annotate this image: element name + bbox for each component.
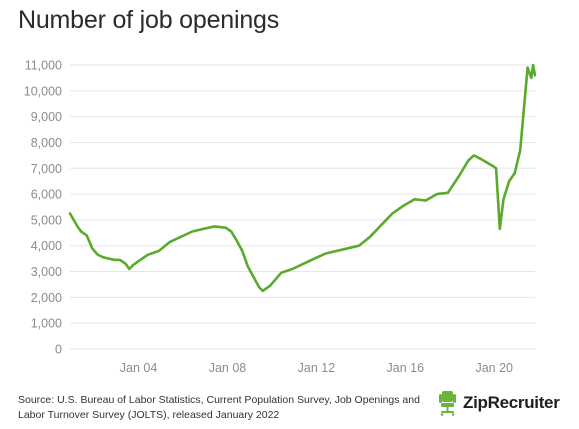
data-point <box>491 164 494 167</box>
y-tick-label: 4,000 <box>31 239 62 253</box>
data-point <box>124 263 127 265</box>
data-point <box>413 198 416 201</box>
data-point <box>132 264 134 266</box>
data-point <box>69 212 71 215</box>
data-point <box>72 219 75 221</box>
x-tick-label: Jan 12 <box>298 361 336 375</box>
x-tick-label: Jan 20 <box>475 361 513 375</box>
y-tick-label: 8,000 <box>31 136 62 150</box>
data-point <box>241 250 244 252</box>
y-axis-tick-labels: 0 1,000 2,000 3,000 4,000 5,000 6,000 7,000 8,00… <box>24 59 62 357</box>
y-tick-label: 7,000 <box>31 162 62 176</box>
chart-title: Number of job openings <box>18 6 280 34</box>
data-point <box>191 230 194 233</box>
x-axis-tick-labels: Jan 04 Jan 08 Jan 12 Jan 16 Jan 20 <box>120 361 513 375</box>
x-tick-label: Jan 16 <box>387 361 425 375</box>
data-point <box>113 259 116 261</box>
data-point <box>530 77 533 79</box>
series-layer <box>68 63 537 293</box>
x-tick-label: Jan 08 <box>209 361 247 375</box>
data-point <box>202 228 205 230</box>
data-point <box>347 247 349 250</box>
data-point <box>91 247 94 250</box>
data-point <box>534 74 536 77</box>
data-point <box>230 230 232 233</box>
data-point <box>391 212 394 215</box>
data-point <box>467 159 470 162</box>
x-tick-label: Jan 04 <box>120 361 158 375</box>
data-point <box>480 158 483 161</box>
data-point <box>76 225 79 228</box>
data-point <box>291 268 294 270</box>
data-point <box>532 64 534 66</box>
data-point <box>473 154 475 157</box>
y-tick-label: 1,000 <box>31 317 62 331</box>
data-point <box>147 253 149 256</box>
data-point <box>358 244 360 247</box>
data-point <box>335 250 338 252</box>
data-point <box>261 290 264 292</box>
y-tick-label: 6,000 <box>31 188 62 202</box>
data-point <box>108 257 110 260</box>
data-point <box>128 268 131 270</box>
data-point <box>119 259 121 261</box>
data-point <box>158 250 160 252</box>
data-point <box>302 263 305 265</box>
brand-name: ZipRecruiter <box>463 393 560 412</box>
data-point <box>102 256 105 259</box>
y-tick-label: 10,000 <box>24 84 62 98</box>
data-point <box>258 286 260 288</box>
ziprecruiter-chair-logo-icon <box>437 390 459 416</box>
data-point <box>280 272 282 274</box>
data-point <box>447 192 449 194</box>
data-point <box>96 253 99 256</box>
gridlines <box>70 64 535 350</box>
series-line <box>68 63 537 293</box>
y-tick-label: 0 <box>55 343 62 357</box>
data-point <box>235 239 238 242</box>
y-tick-label: 11,000 <box>25 59 62 73</box>
y-tick-label: 2,000 <box>31 291 62 305</box>
data-point <box>424 199 427 202</box>
data-point <box>252 275 255 278</box>
y-tick-label: 5,000 <box>31 213 62 227</box>
data-point <box>369 235 371 238</box>
data-point <box>274 278 277 281</box>
data-point <box>526 66 529 69</box>
data-point <box>380 224 383 226</box>
data-point <box>180 235 182 238</box>
y-tick-label: 9,000 <box>31 110 62 124</box>
data-point <box>436 193 438 195</box>
data-point <box>169 241 171 243</box>
data-point <box>513 172 516 175</box>
data-point <box>523 108 525 110</box>
data-point <box>313 257 316 260</box>
data-point <box>458 175 460 177</box>
data-point <box>495 167 497 170</box>
data-point <box>519 149 521 151</box>
data-point <box>224 226 227 229</box>
data-point <box>502 198 505 201</box>
source-note: Source: U.S. Bureau of Labor Statistics,… <box>18 394 420 421</box>
data-point <box>247 265 249 268</box>
data-point <box>324 252 327 255</box>
brand-logo: ZipRecruiter <box>437 390 560 416</box>
data-point <box>85 234 88 237</box>
data-point <box>402 204 405 207</box>
data-point <box>508 180 510 182</box>
data-point <box>213 225 216 228</box>
data-point <box>137 260 140 263</box>
data-point <box>269 284 271 287</box>
data-point <box>499 228 501 230</box>
y-tick-label: 3,000 <box>31 265 62 279</box>
data-point <box>80 230 82 233</box>
